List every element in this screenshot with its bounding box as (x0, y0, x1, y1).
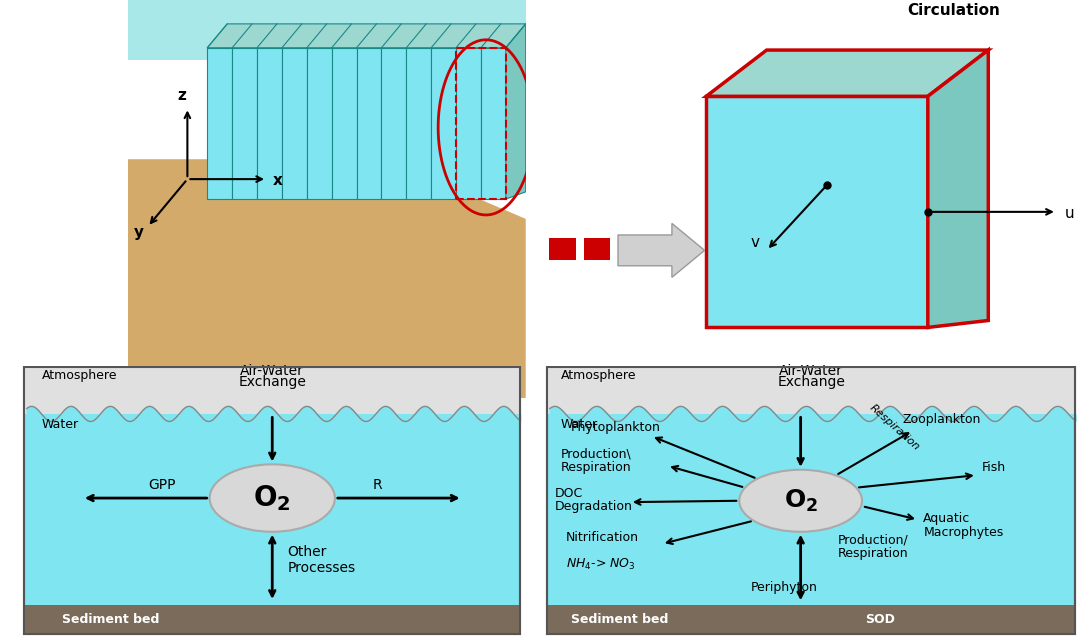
Polygon shape (356, 48, 381, 199)
Polygon shape (481, 48, 505, 199)
Bar (24, 367, 521, 415)
Text: Sediment bed: Sediment bed (571, 614, 669, 627)
Bar (549, 238, 575, 259)
Text: R: R (372, 478, 382, 492)
Text: Water: Water (41, 418, 78, 431)
Text: Fish: Fish (982, 461, 1006, 474)
Text: Other
Processes: Other Processes (287, 545, 355, 575)
Text: Respiration: Respiration (867, 403, 921, 453)
Circle shape (739, 470, 862, 532)
Text: Degradation: Degradation (555, 500, 633, 513)
Text: Atmosphere: Atmosphere (41, 369, 118, 383)
Text: Sediment bed: Sediment bed (62, 614, 159, 627)
Polygon shape (381, 48, 406, 199)
Polygon shape (207, 48, 232, 199)
Text: Respiration: Respiration (561, 461, 632, 474)
Text: Circulation: Circulation (908, 3, 1001, 19)
Polygon shape (127, 159, 526, 398)
Bar (547, 605, 1076, 634)
Text: Water: Water (561, 418, 598, 431)
Text: x: x (273, 173, 283, 188)
Polygon shape (406, 48, 431, 199)
Text: Aquatic: Aquatic (923, 512, 970, 525)
Text: Periphyton: Periphyton (751, 581, 818, 594)
Circle shape (209, 464, 335, 532)
Bar (547, 367, 1076, 415)
Polygon shape (619, 223, 705, 277)
Text: Macrophytes: Macrophytes (923, 526, 1004, 539)
Polygon shape (127, 0, 526, 60)
Text: Phytoplankton: Phytoplankton (571, 421, 661, 433)
Bar (456, 48, 505, 199)
Text: $NH_4$-> $NO_3$: $NH_4$-> $NO_3$ (566, 557, 636, 572)
Text: Exchange: Exchange (238, 375, 306, 389)
Text: Respiration: Respiration (839, 548, 908, 560)
Text: $\mathbf{O_2}$: $\mathbf{O_2}$ (784, 488, 818, 514)
Polygon shape (207, 24, 526, 48)
Text: Production\: Production\ (561, 447, 632, 460)
Text: Zooplankton: Zooplankton (902, 413, 980, 426)
Text: Air-Water: Air-Water (780, 365, 843, 378)
Bar (584, 238, 610, 259)
Text: Nitrification: Nitrification (566, 531, 639, 544)
Polygon shape (706, 50, 989, 96)
Text: DOC: DOC (555, 487, 584, 499)
Text: y: y (134, 225, 144, 240)
Text: GPP: GPP (148, 478, 175, 492)
Polygon shape (431, 48, 456, 199)
Text: Atmosphere: Atmosphere (561, 369, 636, 383)
Text: Production/: Production/ (839, 534, 908, 547)
Text: u: u (1065, 205, 1075, 221)
Polygon shape (257, 48, 282, 199)
Polygon shape (282, 48, 307, 199)
Polygon shape (456, 48, 481, 199)
Polygon shape (928, 50, 989, 327)
Text: SOD: SOD (865, 614, 894, 627)
Polygon shape (307, 48, 332, 199)
Text: $\mathbf{O_2}$: $\mathbf{O_2}$ (254, 483, 291, 513)
Polygon shape (505, 24, 526, 199)
Polygon shape (232, 48, 257, 199)
Text: z: z (178, 87, 186, 103)
Polygon shape (332, 48, 356, 199)
Bar (706, 96, 928, 327)
Text: Air-Water: Air-Water (241, 365, 304, 378)
Text: v: v (750, 234, 759, 250)
Text: Exchange: Exchange (778, 375, 845, 389)
Bar (24, 605, 521, 634)
